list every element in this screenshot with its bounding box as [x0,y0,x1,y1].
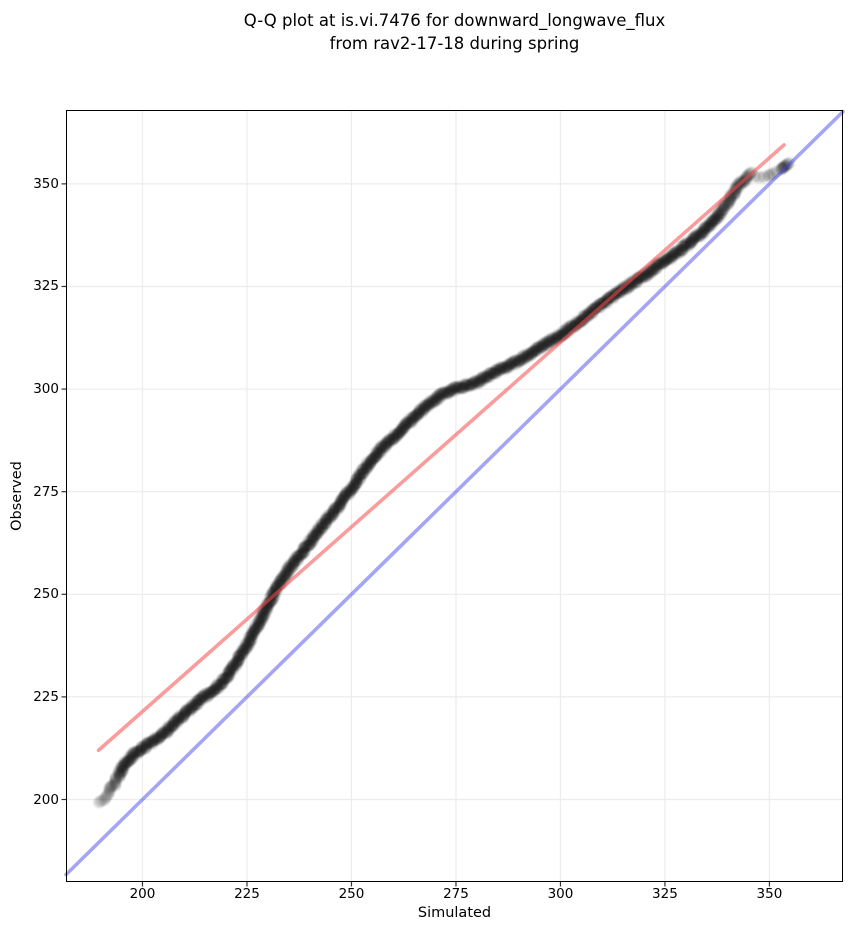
chart-title: Q-Q plot at is.vi.7476 for downward_long… [66,9,843,55]
x-tick-label: 300 [547,886,574,902]
qq-plot-canvas [61,109,845,887]
x-tick-label: 275 [443,886,469,902]
y-tick-label: 300 [33,381,59,398]
y-tick-label: 350 [33,175,59,192]
y-axis-label: Observed [9,461,25,531]
y-tick-label: 200 [33,791,59,808]
qq-scatter-points [93,157,795,809]
plot-border [66,110,843,882]
x-tick-label: 200 [129,886,156,902]
y-tick-label: 275 [33,483,59,500]
plot-area [61,109,845,887]
x-tick-label: 250 [338,886,365,902]
y-tick-label: 225 [33,688,59,705]
x-tick-label: 350 [756,886,783,902]
x-tick-label: 325 [652,886,678,902]
x-axis-label: Simulated [417,905,492,921]
x-tick-label: 225 [234,886,260,902]
identity-line [64,109,845,877]
chart-title-line1: Q-Q plot at is.vi.7476 for downward_long… [243,11,666,30]
chart-title-line2: from rav2-17-18 during spring [329,34,580,53]
fit-line [96,143,786,753]
y-tick-label: 250 [33,586,59,603]
y-tick-label: 325 [33,278,59,295]
